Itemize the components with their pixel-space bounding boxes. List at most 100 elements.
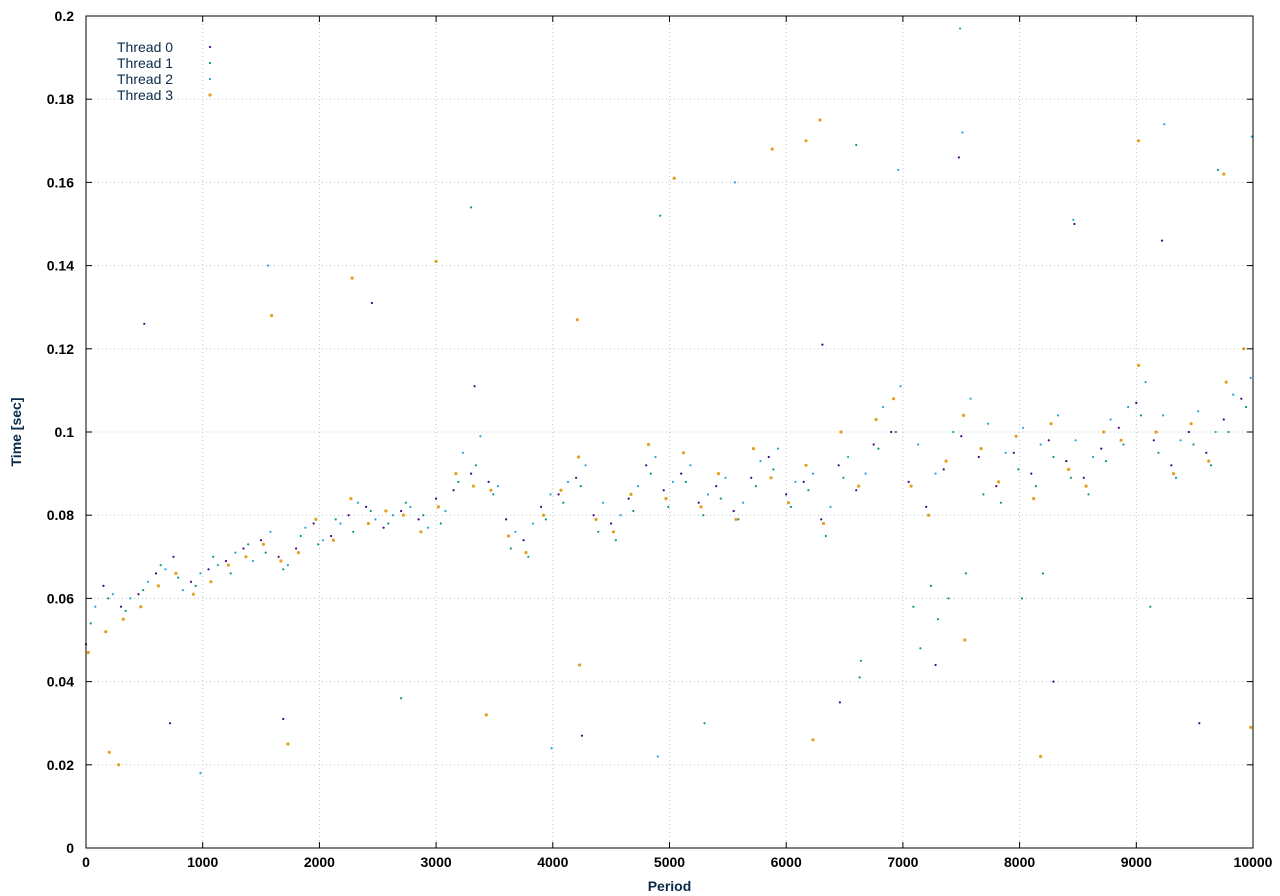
data-point xyxy=(244,555,248,559)
data-point xyxy=(697,501,700,504)
data-point xyxy=(632,509,635,513)
data-point xyxy=(584,464,587,467)
data-point xyxy=(102,584,105,588)
data-point xyxy=(936,618,940,621)
data-point xyxy=(404,501,407,504)
data-point xyxy=(842,476,845,479)
y-tick-label: 0 xyxy=(66,840,74,856)
data-point xyxy=(251,559,254,563)
data-point xyxy=(882,405,885,409)
data-point xyxy=(143,322,146,325)
data-point xyxy=(334,518,337,521)
data-point xyxy=(457,480,460,483)
data-point xyxy=(927,513,931,517)
data-point xyxy=(111,593,114,596)
x-tick-label: 4000 xyxy=(537,854,568,870)
data-point xyxy=(716,472,721,476)
data-point xyxy=(209,580,213,584)
data-point xyxy=(544,518,547,521)
data-point xyxy=(295,547,298,550)
data-point xyxy=(575,318,579,322)
data-point xyxy=(1127,405,1130,409)
data-point xyxy=(961,131,964,134)
data-point xyxy=(391,514,394,517)
data-point xyxy=(365,505,368,508)
data-point xyxy=(859,659,863,662)
data-point xyxy=(821,521,826,526)
data-point xyxy=(912,605,915,608)
data-point xyxy=(172,555,175,558)
data-point xyxy=(89,622,92,625)
data-point xyxy=(1032,497,1036,501)
data-point xyxy=(662,489,665,492)
data-point xyxy=(957,156,961,159)
data-point xyxy=(1020,597,1024,600)
data-point xyxy=(1205,451,1208,454)
data-point xyxy=(1047,439,1050,442)
data-point xyxy=(890,430,893,434)
data-point xyxy=(189,580,193,583)
data-point xyxy=(107,750,111,754)
data-point xyxy=(578,663,582,667)
data-point xyxy=(1152,439,1155,442)
data-point xyxy=(919,647,922,650)
data-point xyxy=(164,568,167,571)
data-point xyxy=(772,468,775,471)
legend-label: Thread 3 xyxy=(117,87,173,103)
y-tick-label: 0.18 xyxy=(47,91,74,107)
data-point xyxy=(1172,472,1176,476)
data-point xyxy=(304,526,307,529)
data-point xyxy=(1149,605,1152,608)
data-point xyxy=(1117,426,1120,429)
data-point xyxy=(1074,439,1077,442)
data-point xyxy=(286,564,289,567)
data-point xyxy=(776,447,780,450)
data-point xyxy=(580,734,584,737)
data-point xyxy=(514,530,517,533)
data-point xyxy=(1022,426,1025,429)
data-point xyxy=(982,493,985,496)
data-point xyxy=(703,722,706,725)
data-point xyxy=(531,522,535,525)
data-point xyxy=(1154,430,1158,434)
data-point xyxy=(156,584,160,588)
data-point xyxy=(282,568,285,571)
legend-label: Thread 1 xyxy=(117,55,173,71)
data-point xyxy=(1189,422,1193,426)
data-point xyxy=(802,480,805,483)
data-point xyxy=(199,572,202,575)
data-point xyxy=(461,451,464,454)
data-point xyxy=(1052,455,1055,459)
data-point xyxy=(439,522,442,525)
data-point xyxy=(557,493,560,496)
data-point xyxy=(426,526,429,529)
data-point xyxy=(1039,443,1042,446)
data-point xyxy=(872,443,875,446)
data-point xyxy=(1157,451,1160,454)
data-point xyxy=(877,447,880,450)
data-point xyxy=(137,593,140,596)
data-point xyxy=(226,563,230,567)
data-point xyxy=(471,484,475,488)
data-point xyxy=(242,547,245,550)
data-point xyxy=(207,568,210,571)
data-point xyxy=(838,701,842,704)
data-point xyxy=(925,505,928,508)
grid-layer xyxy=(86,16,1253,848)
data-point xyxy=(454,472,458,476)
data-point xyxy=(874,417,878,422)
y-tick-label: 0.14 xyxy=(47,258,74,274)
data-point xyxy=(759,460,762,463)
data-point xyxy=(1214,430,1217,434)
data-point xyxy=(234,551,237,554)
data-point xyxy=(977,455,980,459)
data-point xyxy=(1179,439,1182,442)
data-point xyxy=(107,597,110,600)
data-point xyxy=(444,509,447,513)
x-tick-label: 2000 xyxy=(304,854,335,870)
data-point xyxy=(1139,414,1143,417)
data-point xyxy=(86,650,90,655)
data-point xyxy=(786,501,791,505)
data-point xyxy=(159,564,162,567)
data-point xyxy=(366,521,370,526)
